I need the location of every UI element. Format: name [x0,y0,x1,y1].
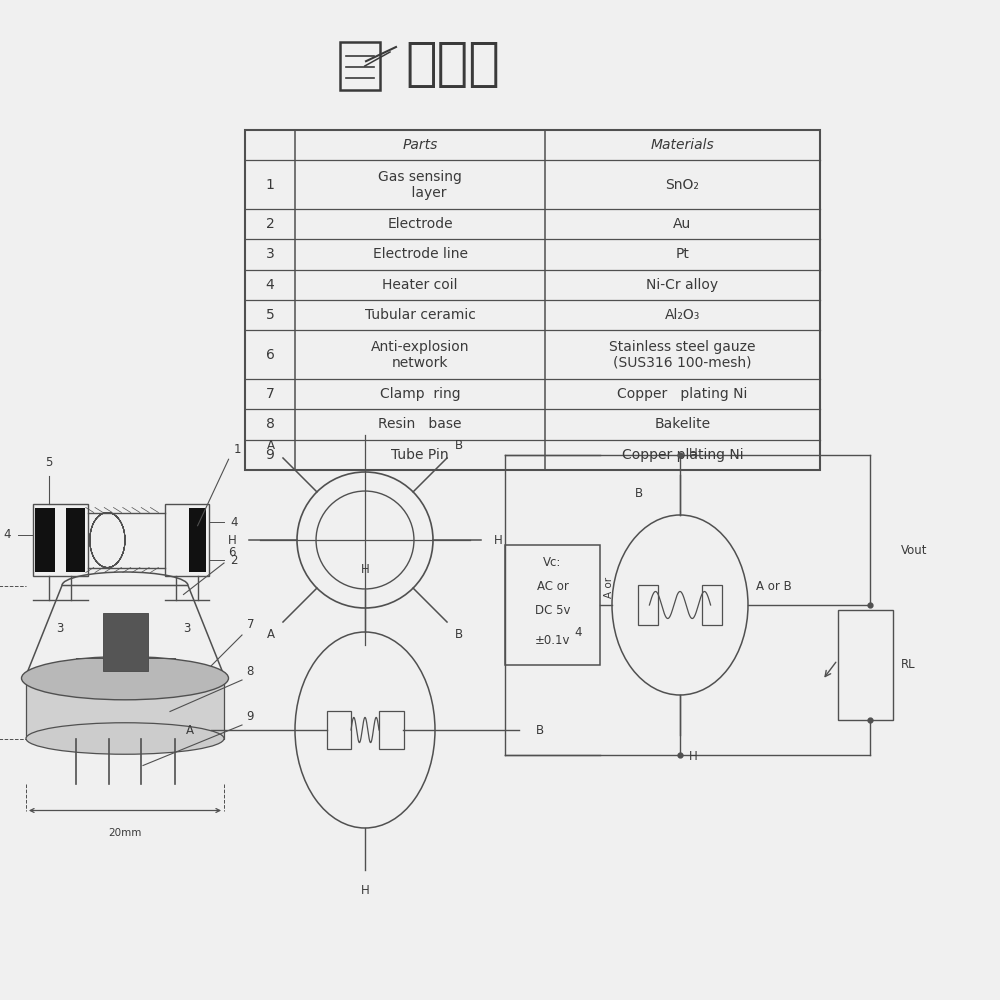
Text: H: H [689,750,698,763]
Bar [189,508,206,572]
Text: Copper plating Ni: Copper plating Ni [622,448,743,462]
Text: Electrode line: Electrode line [373,247,468,261]
Text: Vc:: Vc: [543,556,562,570]
Text: 2: 2 [266,217,274,231]
Text: 9: 9 [246,710,254,723]
Text: 5: 5 [45,456,53,469]
Bar [103,612,148,671]
Bar [379,711,404,749]
Ellipse shape [26,723,224,754]
Text: AC or: AC or [537,580,568,593]
Text: Electrode: Electrode [387,217,453,231]
Text: H: H [361,884,369,897]
Text: B: B [635,487,643,500]
Text: B: B [455,628,463,641]
Text: Al₂O₃: Al₂O₃ [665,308,700,322]
Text: 8: 8 [266,417,274,431]
Text: H: H [689,447,698,460]
Bar [505,545,600,665]
Ellipse shape [22,657,228,700]
Text: 6: 6 [266,348,274,362]
Text: 8: 8 [246,665,254,678]
Text: A or B: A or B [756,580,792,593]
Bar [638,585,658,625]
Text: Bakelite: Bakelite [654,417,711,431]
Text: RL: RL [900,658,915,672]
Text: Anti-explosion
network: Anti-explosion network [371,340,469,370]
Bar [326,711,351,749]
Text: Tubular ceramic: Tubular ceramic [365,308,475,322]
Text: 7: 7 [246,617,254,630]
Text: 3: 3 [56,622,64,635]
Text: Gas sensing
    layer: Gas sensing layer [378,170,462,200]
Bar [245,130,820,470]
Bar [702,585,722,625]
Text: 6: 6 [228,546,236,558]
Text: B: B [455,439,463,452]
Text: Vout: Vout [900,544,927,556]
Text: Resin   base: Resin base [378,417,462,431]
Text: Copper   plating Ni: Copper plating Ni [617,387,748,401]
Text: Materials: Materials [651,138,714,152]
Text: 4: 4 [266,278,274,292]
Text: Tube Pin: Tube Pin [391,448,449,462]
Bar [33,504,88,576]
Text: 4: 4 [231,516,238,528]
Text: 20mm: 20mm [108,828,142,838]
Text: Clamp  ring: Clamp ring [380,387,460,401]
Text: DC 5v: DC 5v [535,604,570,617]
Text: Parts: Parts [402,138,438,152]
Bar [838,610,893,720]
Text: 3: 3 [183,622,190,635]
Text: Pt: Pt [676,247,689,261]
Text: A: A [267,628,275,641]
Text: 1: 1 [234,443,241,456]
Text: H: H [494,534,502,546]
Text: 4: 4 [574,626,582,639]
Text: H: H [228,534,236,546]
Text: 9: 9 [266,448,274,462]
Text: A: A [267,439,275,452]
Text: A: A [186,724,194,736]
Text: 4: 4 [3,528,11,542]
Bar [165,504,209,576]
Text: 2: 2 [231,554,238,566]
Text: 3: 3 [266,247,274,261]
Text: SnO₂: SnO₂ [666,178,699,192]
Text: Ni-Cr alloy: Ni-Cr alloy [646,278,719,292]
Text: Heater coil: Heater coil [382,278,458,292]
Bar [340,42,380,90]
Text: Au: Au [673,217,692,231]
Text: A or: A or [604,576,614,598]
Text: H: H [361,563,369,576]
Text: B: B [536,724,544,736]
Text: 1: 1 [266,178,274,192]
Bar [35,508,55,572]
Text: 5: 5 [266,308,274,322]
Text: 規格書: 規格書 [405,38,500,90]
Text: ±0.1v: ±0.1v [535,634,570,648]
Bar [26,677,224,738]
Bar [66,508,85,572]
Text: 7: 7 [266,387,274,401]
Text: Stainless steel gauze
(SUS316 100-mesh): Stainless steel gauze (SUS316 100-mesh) [609,340,756,370]
